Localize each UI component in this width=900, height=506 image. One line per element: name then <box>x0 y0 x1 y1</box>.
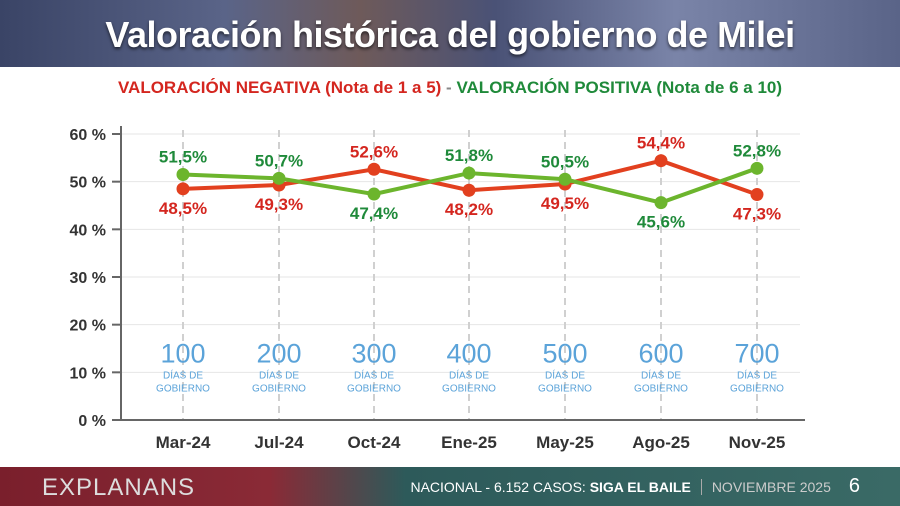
data-point <box>272 171 286 185</box>
annotation-text: GOBIERNO <box>156 383 210 394</box>
x-tick-label: Ene-25 <box>441 433 497 452</box>
footer: EXPLANANS NACIONAL - 6.152 CASOS: SIGA E… <box>0 467 900 506</box>
footer-date: NOVIEMBRE 2025 <box>700 478 831 495</box>
data-point <box>367 187 381 201</box>
data-label: 51,8% <box>445 146 493 165</box>
data-label: 49,5% <box>541 194 589 213</box>
data-label: 51,5% <box>159 148 207 167</box>
data-label: 45,6% <box>637 213 685 232</box>
data-label: 49,3% <box>255 195 303 214</box>
annotation-text: DÍAS DE <box>259 368 299 381</box>
annotation-number: 200 <box>256 338 301 368</box>
annotation-text: GOBIERNO <box>538 383 592 394</box>
data-label: 52,6% <box>350 142 398 161</box>
data-point <box>462 183 476 197</box>
y-tick-label: 40 % <box>70 222 106 239</box>
annotation-number: 600 <box>638 338 683 368</box>
legend-negative: VALORACIÓN NEGATIVA (Nota de 1 a 5) <box>117 78 442 97</box>
legend-subtitle: VALORACIÓN NEGATIVA (Nota de 1 a 5) - VA… <box>0 78 900 98</box>
data-point <box>750 161 764 175</box>
page-title: Valoración histórica del gobierno de Mil… <box>105 14 795 55</box>
annotation-text: DÍAS DE <box>545 368 585 381</box>
data-point <box>462 166 476 180</box>
y-tick-label: 60 % <box>70 127 106 144</box>
header-banner <box>0 0 900 67</box>
data-label: 54,4% <box>637 134 685 153</box>
line-chart: 0 %10 %20 %30 %40 %50 %60 %Mar-24100DÍAS… <box>70 126 805 452</box>
data-point <box>176 168 190 182</box>
data-point <box>654 154 668 168</box>
data-point <box>367 162 381 176</box>
footer-survey: SIGA EL BAILE <box>589 478 691 495</box>
annotation-number: 700 <box>734 338 779 368</box>
annotation-text: GOBIERNO <box>347 383 401 394</box>
annotation-text: DÍAS DE <box>449 368 489 381</box>
annotation-number: 300 <box>351 338 396 368</box>
annotation-number: 100 <box>160 338 205 368</box>
data-label: 47,4% <box>350 204 398 223</box>
y-tick-label: 10 % <box>70 365 106 382</box>
y-tick-label: 30 % <box>70 270 106 287</box>
annotation-number: 500 <box>542 338 587 368</box>
legend-positive: VALORACIÓN POSITIVA (Nota de 6 a 10) <box>456 78 783 97</box>
x-tick-label: Ago-25 <box>632 433 690 452</box>
data-label: 48,5% <box>159 199 207 218</box>
x-tick-label: Jul-24 <box>254 433 304 452</box>
data-label: 48,2% <box>445 200 493 219</box>
annotation-text: GOBIERNO <box>252 383 306 394</box>
x-tick-label: May-25 <box>536 433 594 452</box>
page-number: 6 <box>848 475 860 497</box>
data-label: 52,8% <box>733 141 781 160</box>
annotation-text: DÍAS DE <box>641 368 681 381</box>
brand-logo: EXPLANANS <box>42 474 196 501</box>
annotation-number: 400 <box>446 338 491 368</box>
footer-right: NACIONAL - 6.152 CASOS: SIGA EL BAILE NOV… <box>410 467 860 506</box>
data-point <box>558 172 572 186</box>
y-tick-label: 50 % <box>70 175 106 192</box>
y-tick-label: 20 % <box>70 318 106 335</box>
y-tick-label: 0 % <box>78 413 106 430</box>
annotation-text: GOBIERNO <box>442 383 496 394</box>
annotation-text: DÍAS DE <box>737 368 777 381</box>
legend-separator: - <box>446 78 452 97</box>
data-label: 50,7% <box>255 151 303 170</box>
footer-info: NACIONAL - 6.152 CASOS: SIGA EL BAILE NOV… <box>410 478 831 495</box>
data-point <box>750 188 764 202</box>
data-label: 47,3% <box>733 205 781 224</box>
footer-scope: NACIONAL - 6.152 CASOS: <box>410 478 586 495</box>
x-tick-label: Nov-25 <box>729 433 786 452</box>
data-point <box>176 182 190 196</box>
data-point <box>654 196 668 210</box>
annotation-text: GOBIERNO <box>634 383 688 394</box>
x-tick-label: Mar-24 <box>156 433 211 452</box>
annotation-text: DÍAS DE <box>354 368 394 381</box>
annotation-text: GOBIERNO <box>730 383 784 394</box>
annotation-text: DÍAS DE <box>163 368 203 381</box>
x-tick-label: Oct-24 <box>348 433 401 452</box>
data-label: 50,5% <box>541 152 589 171</box>
